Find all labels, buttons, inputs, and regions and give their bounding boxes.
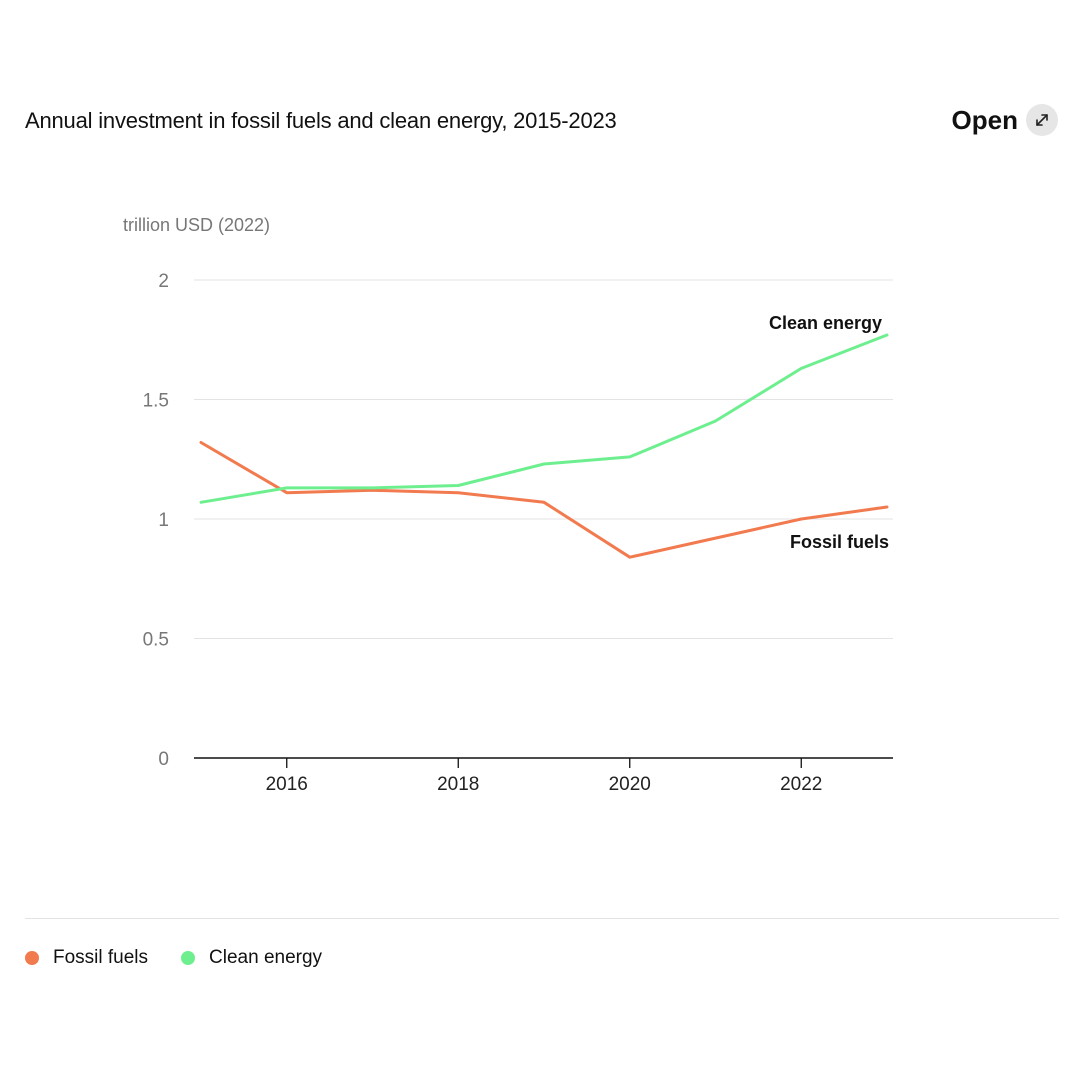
line-chart: trillion USD (2022) 0 0.5 1 1.5 2 2016 2018 202… xyxy=(123,215,893,795)
series-lines xyxy=(199,333,889,559)
legend-dot-fossil-fuels xyxy=(25,951,39,965)
y-tick-label: 0.5 xyxy=(143,630,169,651)
y-tick-label: 1 xyxy=(158,510,169,531)
legend-dot-clean-energy xyxy=(181,951,196,965)
y-tick-label: 0 xyxy=(158,749,169,770)
legend-item-fossil-fuels[interactable]: Fossil fuels xyxy=(25,947,148,969)
legend-item-clean-energy[interactable]: Clean energy xyxy=(181,947,322,969)
series-line-clean-energy xyxy=(199,333,889,504)
x-tick-label: 2022 xyxy=(780,774,822,795)
legend-label-clean-energy: Clean energy xyxy=(209,947,323,968)
open-button[interactable]: Open xyxy=(952,104,1058,136)
chart-title: Annual investment in fossil fuels and cl… xyxy=(25,108,617,133)
series-line-fossil-fuels xyxy=(199,441,889,559)
expand-arrows-icon xyxy=(1026,104,1058,136)
series-labels: Fossil fuels Clean energy xyxy=(769,313,889,552)
legend-label-fossil-fuels: Fossil fuels xyxy=(53,947,149,968)
x-tick-label: 2020 xyxy=(609,774,651,795)
y-axis-label: trillion USD (2022) xyxy=(123,215,270,235)
open-label: Open xyxy=(951,104,1018,135)
x-axis xyxy=(194,757,893,768)
grid-lines xyxy=(194,279,893,639)
x-tick-label: 2018 xyxy=(437,774,479,795)
legend-divider xyxy=(25,918,1059,919)
y-tick-label: 1.5 xyxy=(143,391,169,412)
x-tick-label: 2016 xyxy=(266,774,308,795)
tick-labels: 0 0.5 1 1.5 2 2016 2018 2020 2022 xyxy=(143,271,823,795)
series-end-label-fossil-fuels: Fossil fuels xyxy=(790,532,889,552)
legend: Fossil fuels Clean energy xyxy=(25,947,322,969)
y-tick-label: 2 xyxy=(158,271,169,292)
series-end-label-clean-energy: Clean energy xyxy=(769,313,882,333)
